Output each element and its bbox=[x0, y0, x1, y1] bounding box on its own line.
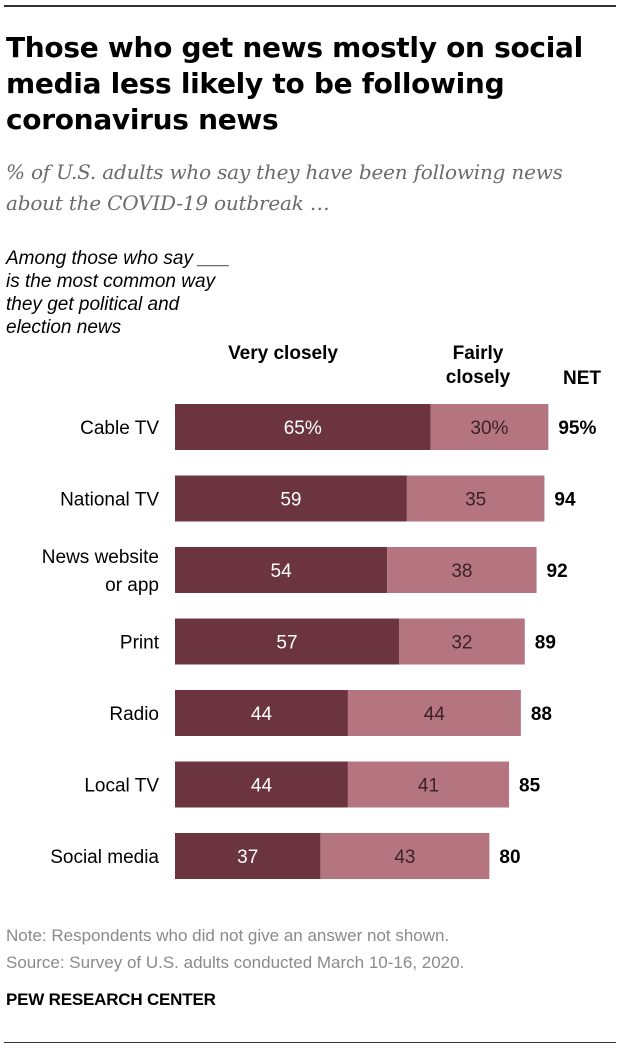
category-label-national-tv: National TV bbox=[60, 490, 159, 511]
bar-very-closely-news-website-or-app bbox=[175, 547, 388, 593]
category-label-radio: Radio bbox=[109, 704, 159, 725]
value-label-very-closely-national-tv: 59 bbox=[280, 490, 301, 511]
bar-fairly-closely-print bbox=[399, 618, 525, 665]
net-label-local-tv: 85 bbox=[519, 776, 541, 797]
column-header-very-closely: Very closely bbox=[228, 343, 338, 364]
net-label-national-tv: 94 bbox=[554, 490, 576, 511]
category-label-news-website-or-app: or app bbox=[105, 575, 159, 596]
bar-very-closely-national-tv bbox=[175, 475, 407, 522]
value-label-fairly-closely-news-website-or-app: 38 bbox=[451, 561, 472, 582]
value-label-fairly-closely-cable-tv: 30% bbox=[470, 418, 508, 439]
value-label-fairly-closely-local-tv: 41 bbox=[418, 776, 439, 797]
category-label-news-website-or-app: News website bbox=[42, 547, 159, 568]
value-label-fairly-closely-social-media: 43 bbox=[394, 847, 415, 868]
value-label-very-closely-news-website-or-app: 54 bbox=[271, 561, 293, 582]
value-label-very-closely-cable-tv: 65% bbox=[284, 418, 322, 439]
net-label-social-media: 80 bbox=[499, 847, 520, 868]
column-header-fairly-closely: Fairly closely bbox=[445, 343, 511, 388]
footnotes: Note: Respondents who did not give an an… bbox=[6, 922, 612, 976]
value-label-fairly-closely-radio: 44 bbox=[424, 704, 446, 725]
bar-very-closely-social-media bbox=[175, 833, 321, 879]
value-label-very-closely-radio: 44 bbox=[251, 704, 273, 725]
net-label-print: 89 bbox=[535, 633, 556, 654]
bar-very-closely-cable-tv bbox=[175, 404, 431, 450]
bar-fairly-closely-national-tv bbox=[406, 475, 545, 522]
value-label-very-closely-local-tv: 44 bbox=[251, 776, 273, 797]
bar-very-closely-radio bbox=[175, 690, 348, 736]
bar-fairly-closely-news-website-or-app bbox=[387, 547, 537, 593]
row-header: Among those who say ___ is the most comm… bbox=[6, 248, 230, 338]
bar-fairly-closely-local-tv bbox=[347, 761, 510, 808]
bar-very-closely-local-tv bbox=[175, 761, 348, 808]
category-label-social-media: Social media bbox=[50, 847, 159, 868]
stacked-bar-chart: Cable TV 65% 30% 95% National TV 59 35 94 News w… bbox=[42, 404, 596, 879]
value-label-very-closely-print: 57 bbox=[276, 633, 297, 654]
column-header-net: NET bbox=[563, 368, 601, 389]
category-label-print: Print bbox=[120, 633, 160, 654]
bar-fairly-closely-cable-tv bbox=[430, 404, 549, 450]
top-rule bbox=[4, 5, 616, 7]
bottom-rule bbox=[4, 1042, 616, 1043]
source-text: Source: Survey of U.S. adults conducted … bbox=[6, 953, 465, 972]
bar-fairly-closely-social-media bbox=[320, 833, 490, 879]
category-label-cable-tv: Cable TV bbox=[80, 418, 159, 439]
chart-title: Those who get news mostly on social medi… bbox=[6, 31, 583, 136]
bar-very-closely-print bbox=[175, 618, 400, 665]
value-label-fairly-closely-national-tv: 35 bbox=[465, 490, 486, 511]
value-label-very-closely-social-media: 37 bbox=[237, 847, 258, 868]
net-label-cable-tv: 95% bbox=[558, 418, 596, 439]
value-label-fairly-closely-print: 32 bbox=[451, 633, 472, 654]
bar-fairly-closely-radio bbox=[347, 690, 521, 736]
note-text: Note: Respondents who did not give an an… bbox=[6, 926, 450, 945]
category-label-local-tv: Local TV bbox=[84, 776, 159, 797]
net-label-news-website-or-app: 92 bbox=[547, 561, 568, 582]
net-label-radio: 88 bbox=[531, 704, 552, 725]
chart-subtitle: % of U.S. adults who say they have been … bbox=[6, 160, 563, 215]
pew-research-center-logo-text: PEW RESEARCH CENTER bbox=[6, 990, 216, 1009]
